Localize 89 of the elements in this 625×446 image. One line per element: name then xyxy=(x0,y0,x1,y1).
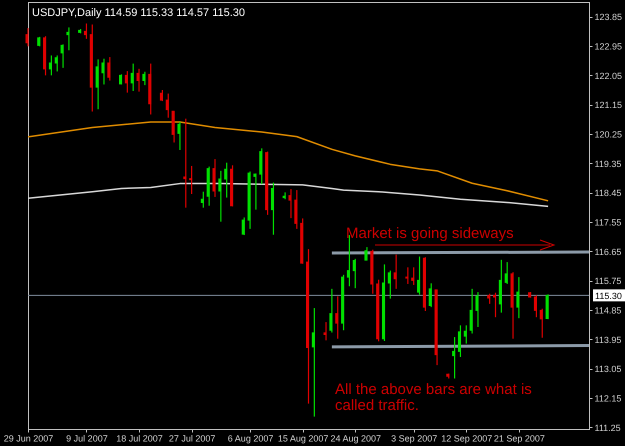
candlestick xyxy=(119,74,122,86)
candlestick xyxy=(160,89,164,102)
candlestick xyxy=(107,56,110,82)
x-tick-label: 9 Jul 2007 xyxy=(66,434,108,444)
y-tick-label: 111.25 xyxy=(594,422,621,433)
y-tick-label: 114.85 xyxy=(594,306,622,316)
candlestick xyxy=(329,288,332,334)
candlestick xyxy=(540,308,543,338)
candlestick xyxy=(464,324,467,344)
candlestick xyxy=(54,54,58,72)
candlestick xyxy=(206,166,210,206)
candlestick xyxy=(352,258,356,289)
annotation: All the above bars are what is called traffic. xyxy=(335,381,532,414)
ref-line-label: 115.30 xyxy=(595,290,622,301)
candlestick xyxy=(335,296,338,340)
x-tick-label: 24 Aug 2007 xyxy=(330,434,382,444)
candlestick xyxy=(324,321,327,341)
candlestick xyxy=(312,307,315,418)
candlestick xyxy=(224,162,228,198)
y-tick-label: 122.95 xyxy=(594,42,622,52)
x-tick-label: 12 Sep 2007 xyxy=(441,434,492,444)
candlestick xyxy=(212,158,216,198)
candlestick xyxy=(288,188,292,219)
candlestick xyxy=(200,191,204,208)
candlestick xyxy=(405,266,408,285)
candlestick xyxy=(417,256,420,296)
candlestick xyxy=(364,246,368,262)
candlestick xyxy=(394,254,397,290)
x-tick-label: 29 Jun 2007 xyxy=(4,434,54,444)
candlestick xyxy=(300,218,304,264)
y-tick-label: 120.25 xyxy=(594,130,622,140)
candlestick xyxy=(166,92,169,118)
y-tick-label: 118.45 xyxy=(594,188,622,198)
line-series xyxy=(28,121,549,202)
x-tick-label: 27 Jul 2007 xyxy=(168,434,216,444)
candlestick xyxy=(546,294,549,320)
candlestick xyxy=(96,58,99,110)
candlestick xyxy=(136,68,140,92)
y-tick-label: 119.35 xyxy=(594,158,622,169)
candlestick xyxy=(172,110,175,144)
y-tick-label: 112.15 xyxy=(594,394,622,404)
candlestick xyxy=(66,26,70,51)
x-tick-label: 18 Jul 2007 xyxy=(116,434,163,444)
annotation: Market is going sideways xyxy=(346,225,514,242)
candlestick xyxy=(428,282,432,308)
candlestick xyxy=(142,71,146,86)
y-tick-label: 122.05 xyxy=(594,70,622,81)
candlestick xyxy=(498,259,502,314)
candlestick xyxy=(270,182,274,236)
candlestick xyxy=(37,36,40,47)
candlestick xyxy=(101,58,105,86)
candlestick xyxy=(411,266,414,286)
chart-title: USDJPY,Daily 114.59 115.33 114.57 115.30 xyxy=(32,7,246,19)
candlestick xyxy=(504,262,508,285)
candlestick xyxy=(458,324,462,358)
candlestick xyxy=(475,292,479,328)
candlestick xyxy=(183,118,186,208)
candlestick xyxy=(294,189,298,230)
y-tick-label: 115.75 xyxy=(594,276,622,286)
candlestick xyxy=(242,216,245,236)
y-tick-label: 113.95 xyxy=(594,334,622,345)
candlestick xyxy=(124,70,128,94)
candlestick xyxy=(48,54,52,76)
candlestick xyxy=(189,165,192,195)
candlestick xyxy=(177,121,181,151)
y-tick-label: 117.55 xyxy=(594,218,622,228)
candlestick xyxy=(452,336,456,380)
candlestick xyxy=(516,276,520,319)
candlestick xyxy=(487,293,490,304)
x-tick-label: 21 Sep 2007 xyxy=(494,434,545,444)
candlestick xyxy=(493,292,496,318)
candlestick xyxy=(60,44,64,68)
y-tick-label: 113.05 xyxy=(594,364,622,374)
candlestick xyxy=(253,172,257,210)
candlestick xyxy=(388,270,391,300)
candlestick xyxy=(259,148,262,185)
x-tick-label: 3 Sep 2007 xyxy=(391,434,438,444)
candlestick xyxy=(148,63,152,116)
candlestick xyxy=(470,288,473,334)
candlestick xyxy=(130,63,134,92)
candlestick xyxy=(84,22,88,40)
y-tick-label: 116.65 xyxy=(594,246,622,257)
x-tick-label: 15 Aug 2007 xyxy=(278,434,328,444)
candlestick xyxy=(534,294,538,318)
candlestick xyxy=(218,170,222,222)
y-tick-label: 121.15 xyxy=(594,100,622,110)
y-tick-label: 123.85 xyxy=(594,12,622,22)
candlestick xyxy=(26,27,29,47)
x-tick-label: 6 Aug 2007 xyxy=(228,434,274,444)
